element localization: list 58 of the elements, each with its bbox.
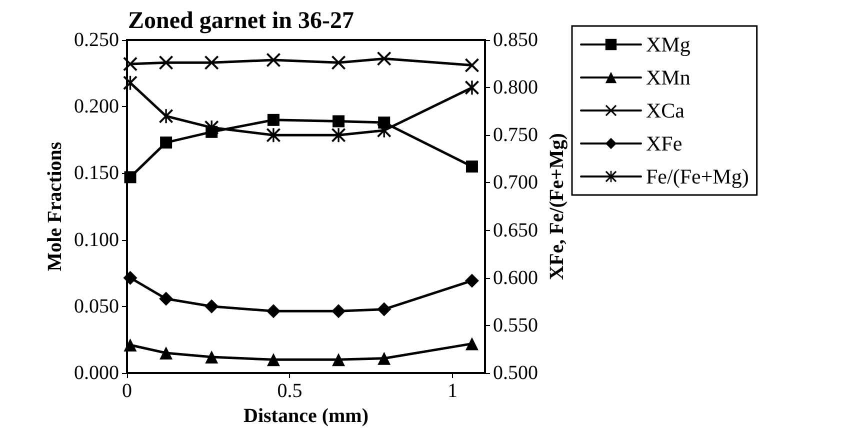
y-tick-label: 0.000: [74, 362, 119, 384]
y-tick-label: 0.100: [74, 228, 119, 251]
point: [159, 56, 174, 70]
point: [160, 136, 172, 149]
y2-tick-label: 0.800: [493, 76, 538, 99]
point: [464, 58, 479, 72]
x-tick-label: 0.5: [277, 380, 302, 402]
y2-tick-label: 0.650: [493, 219, 538, 242]
point: [377, 52, 392, 66]
point: [266, 353, 280, 366]
legend-label: XCa: [646, 98, 686, 122]
y-axis-title: Mole Fractions: [44, 142, 66, 272]
y-tick-label: 0.200: [74, 96, 119, 118]
legend-label: XMg: [646, 32, 691, 56]
y2-axis-title: XFe, Fe/(Fe+Mg): [546, 133, 568, 280]
legend-label: XFe: [646, 132, 682, 156]
point: [266, 52, 280, 67]
point: [464, 274, 479, 288]
y2-tick-label: 0.550: [493, 314, 538, 336]
point: [124, 338, 137, 352]
legend-label: XMn: [646, 66, 691, 90]
y-tick-label: 0.250: [74, 29, 119, 51]
point: [267, 114, 280, 126]
x-tick-label: 1: [447, 380, 458, 402]
point: [332, 304, 346, 318]
point: [123, 270, 138, 285]
point: [332, 353, 346, 366]
x-tick-label: 0: [122, 380, 132, 402]
point: [266, 128, 280, 142]
point: [466, 160, 478, 173]
y-tick-label: 0.050: [74, 295, 119, 318]
y2-tick-label: 0.750: [493, 124, 538, 146]
point: [332, 128, 346, 142]
point: [204, 56, 219, 70]
x-axis-title: Distance (mm): [244, 404, 368, 427]
point: [204, 120, 219, 135]
y2-tick-label: 0.600: [493, 266, 538, 289]
point: [266, 304, 280, 318]
y2-tick-label: 0.850: [493, 29, 538, 51]
point: [123, 56, 138, 71]
point: [377, 123, 392, 138]
point: [464, 80, 479, 95]
point: [205, 350, 218, 364]
point: [159, 292, 174, 306]
y-tick-label: 0.150: [74, 162, 119, 184]
point: [332, 115, 345, 128]
point: [377, 302, 392, 316]
y2-tick-label: 0.700: [493, 172, 538, 194]
point: [332, 56, 346, 70]
y2-tick-label: 0.500: [493, 362, 538, 384]
point: [160, 346, 173, 360]
point: [465, 337, 478, 350]
chart-title: Zoned garnet in 36-27: [128, 8, 354, 34]
point: [159, 109, 174, 124]
point: [124, 171, 136, 184]
point: [204, 299, 219, 314]
point: [378, 352, 391, 365]
legend-label: Fe/(Fe+Mg): [646, 164, 749, 188]
